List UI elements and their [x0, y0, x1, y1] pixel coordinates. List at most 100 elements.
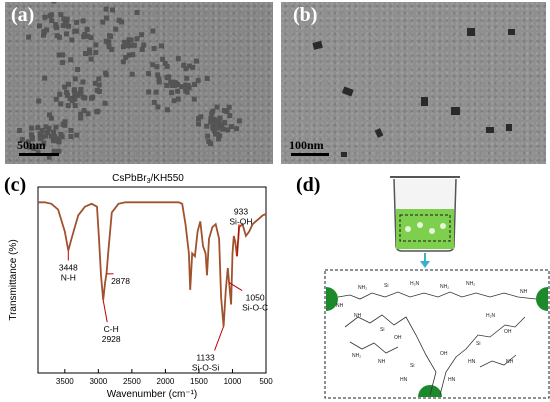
nanocube — [57, 34, 62, 40]
particle — [312, 40, 323, 50]
nanocrystal-bottom — [418, 385, 442, 397]
scale-bar-b — [291, 153, 329, 156]
nanocube — [60, 52, 66, 58]
nanocube — [60, 23, 66, 29]
nanocube — [139, 32, 145, 38]
molecule-chains — [337, 291, 537, 396]
nanocube — [196, 121, 201, 127]
nanocube — [62, 122, 68, 128]
mol-label: HN — [448, 377, 456, 383]
x-tick-label: 2000 — [157, 377, 175, 386]
nanocube — [187, 63, 192, 69]
arrow-down-icon — [420, 253, 430, 268]
nanocube — [92, 80, 98, 86]
nanocube — [175, 88, 181, 94]
nanocube — [64, 90, 70, 95]
nanocube — [75, 91, 81, 97]
nanocube — [236, 118, 242, 124]
nanocube — [80, 18, 86, 24]
nanocube — [41, 32, 46, 38]
y-axis-label: Transmittance (%) — [8, 239, 19, 320]
x-tick-label: 1500 — [190, 377, 208, 386]
nanocube — [159, 43, 164, 49]
x-axis: 3500 3000 2500 2000 1500 1000 500 — [56, 369, 273, 386]
nanocube — [78, 115, 84, 121]
nanocube — [39, 127, 45, 133]
mol-label: NH — [336, 303, 344, 309]
nanocube — [194, 58, 199, 64]
nanocube — [216, 136, 222, 142]
nanocube — [150, 28, 156, 34]
nanocube — [102, 100, 108, 106]
nanocube — [213, 131, 218, 137]
annotation-label: N-H — [61, 272, 76, 282]
nanocube — [100, 19, 106, 25]
nanocube — [58, 12, 64, 18]
nanocube — [226, 104, 232, 110]
plot-frame — [37, 186, 267, 374]
mol-label: Si — [384, 283, 388, 289]
nanocube — [78, 87, 84, 92]
nanocube — [224, 109, 230, 115]
nanocube — [204, 76, 210, 81]
scale-bar-a — [19, 153, 59, 156]
nanocube — [106, 39, 112, 45]
particle — [486, 127, 494, 133]
x-tick-label: 3500 — [56, 377, 74, 386]
nanocube — [60, 60, 65, 65]
nanocube — [26, 139, 31, 145]
nanocube — [87, 50, 93, 56]
nanocube — [81, 108, 87, 114]
nanocube — [63, 21, 69, 27]
scale-label-a: 50nm — [17, 138, 46, 152]
nanocube — [183, 66, 189, 72]
nanocube — [113, 26, 119, 32]
nanocube — [156, 76, 162, 82]
nanocube — [84, 26, 90, 32]
annotation-label: 1133 — [196, 352, 215, 362]
nanocube — [170, 79, 176, 85]
nanocube — [190, 64, 196, 70]
nanocube — [51, 129, 57, 135]
nanocube — [211, 125, 216, 131]
nanocube — [151, 99, 157, 105]
nanocube — [215, 122, 220, 127]
ftir-chart: (c) CsPbBr3/KH550 3500 3000 2500 2000 1500 10… — [4, 173, 273, 400]
nanocube — [61, 16, 67, 22]
mol-label: NH — [520, 289, 528, 295]
nanocube — [155, 72, 161, 78]
nanocube — [175, 96, 181, 102]
x-tick-label: 3000 — [89, 377, 107, 386]
nanocube — [214, 104, 220, 110]
nanocube — [169, 90, 175, 96]
nanocube — [64, 16, 70, 22]
nanocube — [45, 130, 51, 135]
nanocube — [51, 2, 57, 4]
mol-label: NH — [506, 359, 514, 365]
annotation-arrow — [236, 224, 240, 257]
nanocube — [103, 72, 109, 78]
mol-label: NH₂ — [352, 353, 361, 359]
particle — [451, 107, 460, 115]
nanocube — [192, 82, 198, 87]
nanocube — [208, 119, 214, 125]
mol-label: HN — [468, 359, 476, 365]
mol-label: NH — [354, 313, 362, 319]
nanocube — [36, 98, 42, 104]
annotation-arrow — [214, 326, 225, 351]
nanocube — [191, 96, 197, 102]
nanocube — [53, 124, 59, 130]
nanocube — [42, 75, 48, 81]
nanocube — [204, 123, 210, 129]
nanocube — [146, 71, 152, 77]
nanocube — [179, 84, 185, 90]
nanocube — [51, 148, 57, 154]
nanocube — [19, 137, 25, 143]
nanocube — [164, 64, 170, 69]
nanocube — [150, 62, 156, 68]
x-axis-label: Wavenumber (cm⁻¹) — [107, 389, 197, 400]
nanocube — [43, 124, 49, 130]
nanocube — [53, 23, 59, 29]
nanocube — [56, 148, 62, 154]
nanocube — [87, 47, 92, 53]
